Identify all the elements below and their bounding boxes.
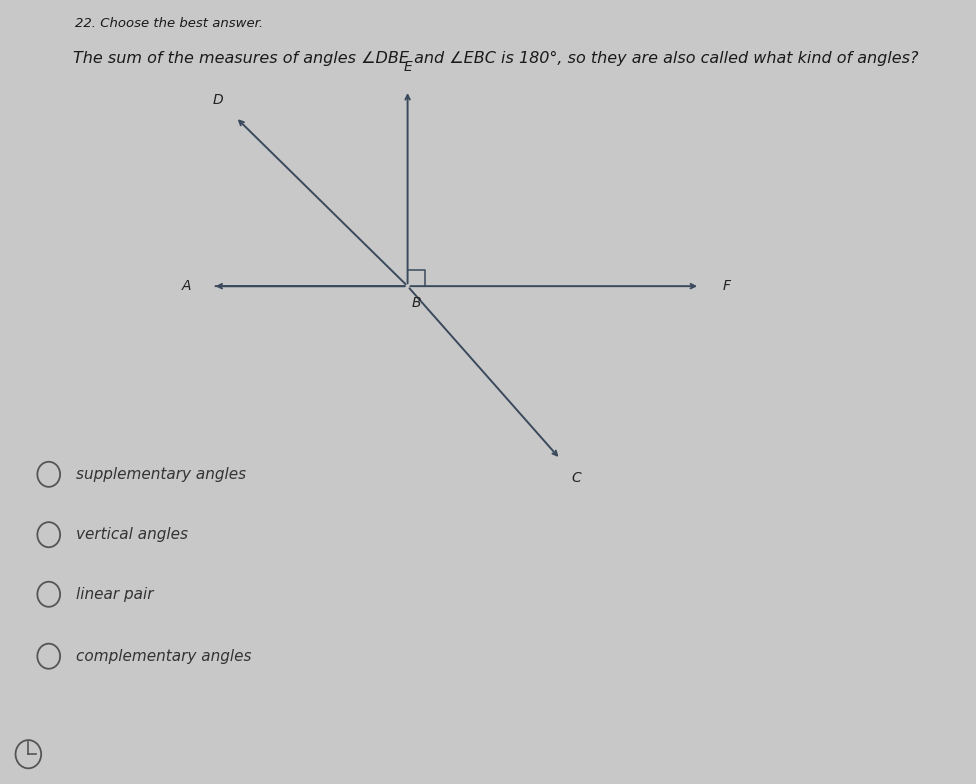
Text: complementary angles: complementary angles bbox=[76, 648, 252, 664]
Text: C: C bbox=[572, 470, 582, 485]
Text: vertical angles: vertical angles bbox=[76, 527, 188, 543]
Text: F: F bbox=[722, 279, 731, 293]
Text: supplementary angles: supplementary angles bbox=[76, 466, 246, 482]
Text: The sum of the measures of angles ∠DBE and ∠EBC is 180°, so they are also called: The sum of the measures of angles ∠DBE a… bbox=[73, 51, 919, 66]
Text: 22. Choose the best answer.: 22. Choose the best answer. bbox=[75, 17, 264, 31]
Text: B: B bbox=[412, 296, 422, 310]
Text: A: A bbox=[182, 279, 191, 293]
Text: E: E bbox=[403, 60, 412, 74]
Text: linear pair: linear pair bbox=[76, 586, 153, 602]
Text: D: D bbox=[213, 93, 224, 107]
